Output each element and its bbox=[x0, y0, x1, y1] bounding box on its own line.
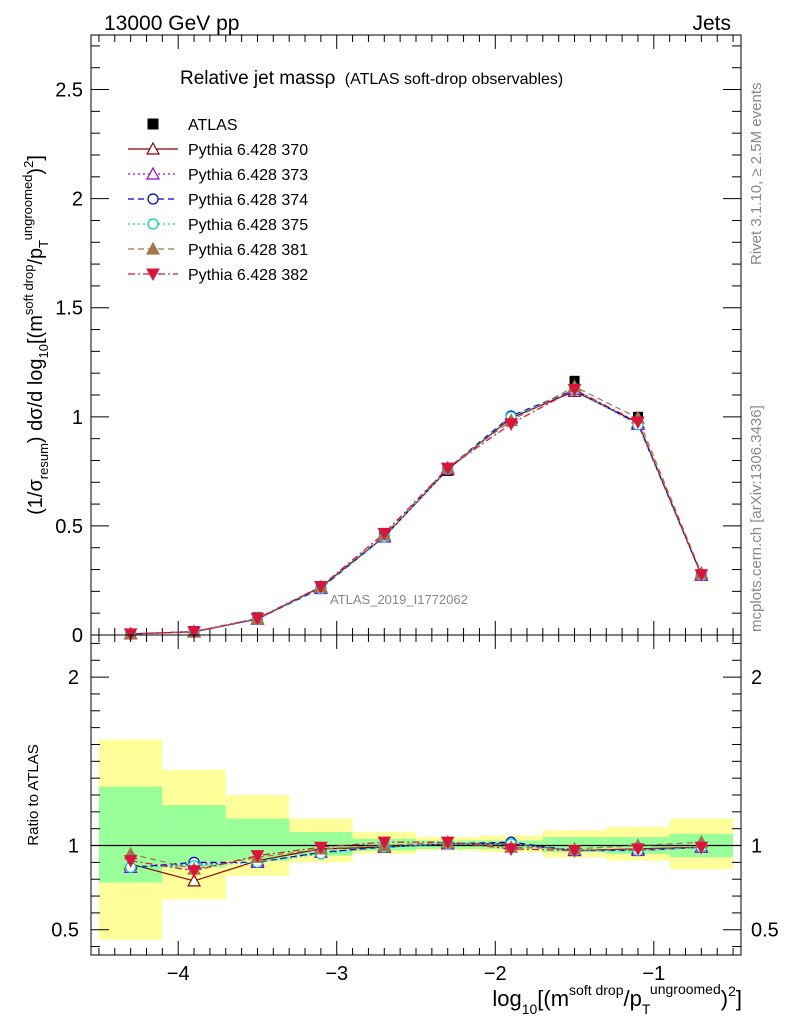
main-plot-area: 0 0.5 1 1.5 2 2.5 bbox=[55, 35, 741, 647]
legend-label: Pythia 6.428 382 bbox=[188, 267, 308, 284]
legend-marker bbox=[145, 241, 161, 255]
legend-label: Pythia 6.428 374 bbox=[188, 192, 308, 209]
main-title-subtitle: (ATLAS soft-drop observables) bbox=[345, 71, 563, 88]
header-right: Jets bbox=[692, 12, 731, 35]
data-point bbox=[694, 569, 709, 582]
legend-marker bbox=[147, 193, 159, 205]
legend-item: Pythia 6.428 374 bbox=[128, 192, 308, 209]
data-point bbox=[504, 418, 518, 431]
main-series-line bbox=[130, 388, 702, 635]
legend-marker bbox=[145, 141, 161, 155]
ratio-plot-area: 0.5 0.5 1 1 2 2 −4 −3 −2 −1 bbox=[51, 635, 779, 985]
ratio-panel: 0.5 0.5 1 1 2 2 −4 −3 −2 −1 bbox=[51, 634, 779, 985]
header-left: 13000 GeV pp bbox=[104, 12, 239, 35]
main-y-tick-label: 0.5 bbox=[55, 516, 83, 538]
ratio-data-point bbox=[631, 843, 645, 856]
ratio-data-point bbox=[123, 855, 138, 868]
ratio-data-point bbox=[187, 865, 201, 878]
ratio-data-point bbox=[187, 873, 202, 887]
ratio-frame bbox=[90, 634, 742, 956]
legend: ATLAS Pythia 6.428 370 Pythia 6.428 373 Pyt… bbox=[128, 117, 308, 284]
ratio-y-tick-label: 1 bbox=[68, 836, 79, 858]
ratio-data-point bbox=[440, 836, 455, 850]
x-tick-label: −3 bbox=[325, 963, 348, 985]
ratio-data-point bbox=[504, 843, 518, 856]
data-point bbox=[440, 462, 455, 476]
rivet-version-text: Rivet 3.1.10, ≥ 2.5M events bbox=[748, 83, 765, 266]
ratio-series-line bbox=[130, 843, 702, 869]
legend-label: Pythia 6.428 381 bbox=[188, 242, 308, 259]
legend-marker bbox=[145, 166, 161, 180]
ratio-y-tick-label: 0.5 bbox=[51, 920, 79, 942]
legend-marker bbox=[147, 218, 159, 230]
main-series-6 bbox=[130, 388, 702, 635]
main-title: Relative jet massρ (ATLAS soft-drop obse… bbox=[180, 68, 563, 89]
ratio-series-3 bbox=[130, 843, 702, 869]
main-y-tick-label: 1.5 bbox=[55, 298, 83, 320]
ratio-data-point bbox=[314, 841, 328, 855]
ratio-y-tick-label-right: 1 bbox=[751, 836, 762, 858]
ratio-series-line bbox=[130, 841, 702, 872]
main-y-tick-label: 0 bbox=[72, 625, 83, 647]
legend-item: Pythia 6.428 382 bbox=[128, 267, 308, 284]
data-point bbox=[377, 527, 392, 541]
main-series-markers-6 bbox=[123, 384, 709, 641]
watermark: ATLAS_2019_I1772062 bbox=[330, 592, 468, 607]
legend-label: Pythia 6.428 373 bbox=[188, 167, 308, 184]
x-tick-label: −2 bbox=[484, 963, 507, 985]
data-point bbox=[631, 416, 645, 430]
ratio-y-axis-label: Ratio to ATLAS bbox=[25, 744, 42, 845]
legend-item: Pythia 6.428 370 bbox=[128, 141, 308, 159]
x-axis-label: log10[(msoft drop/pTungroomed)2] bbox=[492, 981, 742, 1017]
data-point bbox=[187, 626, 201, 639]
ratio-y-tick-label-right: 0.5 bbox=[751, 920, 779, 942]
data-point bbox=[567, 384, 582, 397]
x-tick-label: −4 bbox=[167, 963, 190, 985]
main-panel: Relative jet massρ (ATLAS soft-drop obse… bbox=[55, 34, 742, 647]
legend-item: Pythia 6.428 375 bbox=[128, 217, 308, 234]
legend-item: Pythia 6.428 373 bbox=[128, 166, 308, 184]
ratio-data-point bbox=[694, 841, 709, 855]
main-y-axis-label: (1/σresum) dσ/d log10[(msoft drop/pTungr… bbox=[20, 155, 51, 515]
ratio-y-tick-label: 2 bbox=[68, 667, 79, 689]
legend-marker bbox=[147, 118, 159, 130]
main-title-text: Relative jet massρ bbox=[180, 68, 336, 89]
legend-item: Pythia 6.428 381 bbox=[128, 241, 308, 259]
main-y-tick-label: 2 bbox=[72, 189, 83, 211]
legend-marker bbox=[146, 268, 160, 282]
ratio-series-markers-5 bbox=[123, 836, 709, 878]
ratio-series-line bbox=[130, 841, 702, 869]
data-point bbox=[314, 581, 328, 594]
mcplots-text: mcplots.cern.ch [arXiv:1306.3436] bbox=[748, 405, 765, 632]
ratio-data-point bbox=[250, 850, 265, 863]
data-point bbox=[123, 628, 138, 641]
legend-item: ATLAS bbox=[147, 117, 238, 134]
legend-label: ATLAS bbox=[188, 117, 238, 134]
main-y-tick-label: 1 bbox=[72, 407, 83, 429]
x-tick-label: −1 bbox=[642, 963, 665, 985]
data-point bbox=[250, 612, 265, 626]
ratio-data-point bbox=[377, 836, 392, 850]
legend-label: Pythia 6.428 370 bbox=[188, 142, 308, 159]
ratio-data-point bbox=[567, 845, 582, 858]
main-y-tick-label: 2.5 bbox=[55, 80, 83, 102]
ratio-series-5 bbox=[130, 841, 702, 872]
ratio-y-tick-label-right: 2 bbox=[751, 667, 762, 689]
ratio-series-2 bbox=[130, 841, 702, 869]
legend-label: Pythia 6.428 375 bbox=[188, 217, 308, 234]
